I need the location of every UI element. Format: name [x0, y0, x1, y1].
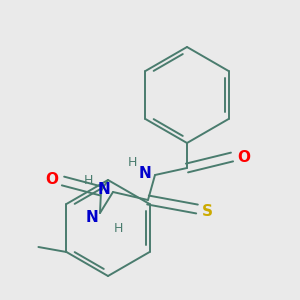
Text: O: O: [45, 172, 58, 187]
Text: H: H: [83, 175, 93, 188]
Text: O: O: [237, 149, 250, 164]
Text: H: H: [127, 157, 137, 169]
Text: N: N: [85, 209, 98, 224]
Text: N: N: [138, 166, 151, 181]
Text: H: H: [113, 221, 123, 235]
Text: N: N: [97, 182, 110, 197]
Text: S: S: [202, 203, 213, 218]
